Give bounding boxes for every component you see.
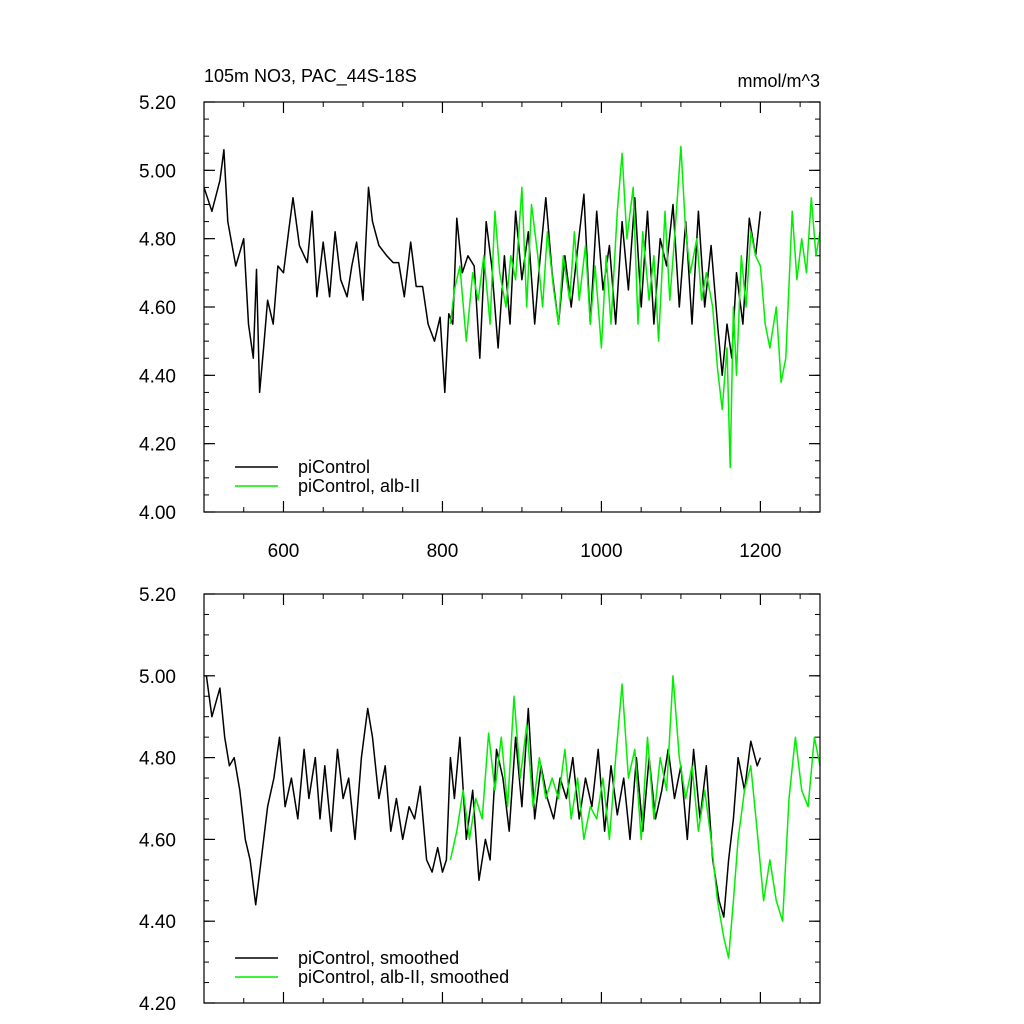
y-tick-label: 4.60	[139, 830, 176, 851]
x-tick-label: 1200	[739, 541, 781, 562]
y-tick-label: 5.00	[139, 667, 176, 688]
y-tick-label: 4.60	[139, 298, 176, 319]
x-tick-label: 1000	[580, 541, 622, 562]
y-tick-label: 4.80	[139, 749, 176, 770]
legend-label: piControl, alb-II	[298, 476, 420, 496]
legend-label: piControl, alb-II, smoothed	[298, 967, 509, 987]
series-line-picontrol-alb-ii-smoothed	[449, 675, 821, 959]
plot-frame	[203, 101, 821, 513]
top-panel: 4.00 4.20 4.40 4.60 4.80 5.00 5.20 600 800 1000 12…	[139, 93, 821, 562]
y-tick-label: 4.40	[139, 366, 176, 387]
x-tick-label: 800	[427, 541, 459, 562]
series-line-picontrol	[203, 149, 762, 394]
x-tick-label: 600	[268, 541, 300, 562]
y-tick-label: 5.20	[139, 93, 176, 114]
legend-label: piControl	[298, 457, 370, 477]
units-label: mmol/m^3	[738, 71, 820, 91]
y-tick-label: 4.80	[139, 230, 176, 251]
y-tick-label: 4.20	[139, 435, 176, 456]
y-tick-label: 5.00	[139, 161, 176, 182]
figure-title: 105m NO3, PAC_44S-18S	[204, 66, 417, 87]
bottom-panel: 4.20 4.40 4.60 4.80 5.00 5.20 piControl, smoot…	[139, 585, 821, 1015]
series-line-picontrol-smoothed	[205, 675, 762, 918]
y-tick-label: 4.00	[139, 503, 176, 524]
plot-frame	[203, 593, 821, 1004]
y-tick-label: 5.20	[139, 585, 176, 606]
legend-label: piControl, smoothed	[298, 948, 459, 968]
y-tick-label: 4.40	[139, 912, 176, 933]
series-line-picontrol-alb-ii	[449, 145, 821, 469]
y-tick-label: 4.20	[139, 994, 176, 1015]
